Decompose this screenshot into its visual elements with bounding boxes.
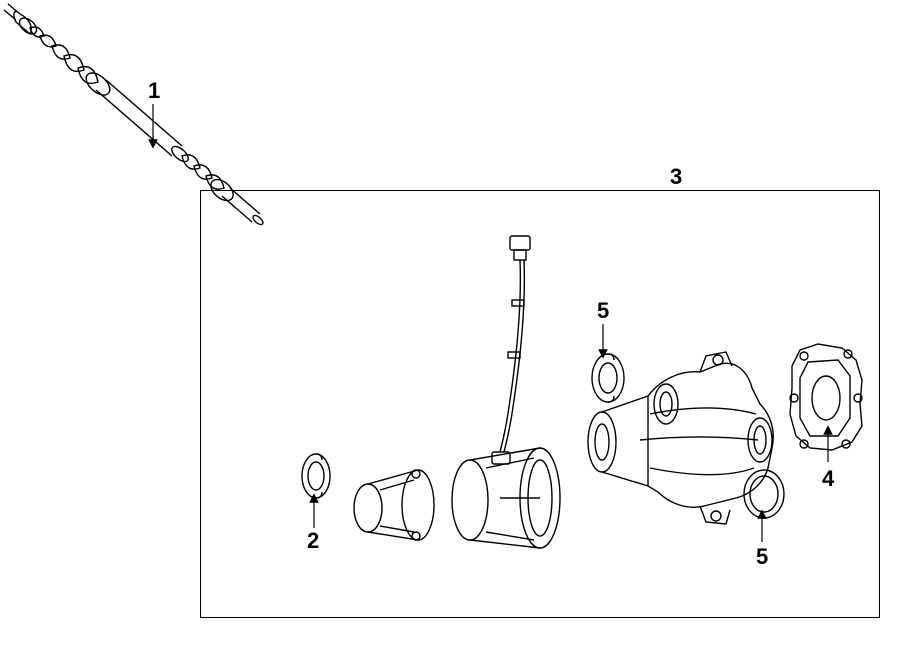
assembly-frame	[200, 190, 880, 618]
callout-1-label: 1	[148, 80, 160, 102]
callout-2-label: 2	[307, 530, 319, 552]
callout-5a-label: 5	[597, 300, 609, 322]
callout-4-label: 4	[822, 468, 834, 490]
diagram-stage: 1 2 3 4 5 5	[0, 0, 900, 654]
callout-3-label: 3	[670, 166, 682, 188]
callout-5b-label: 5	[756, 546, 768, 568]
